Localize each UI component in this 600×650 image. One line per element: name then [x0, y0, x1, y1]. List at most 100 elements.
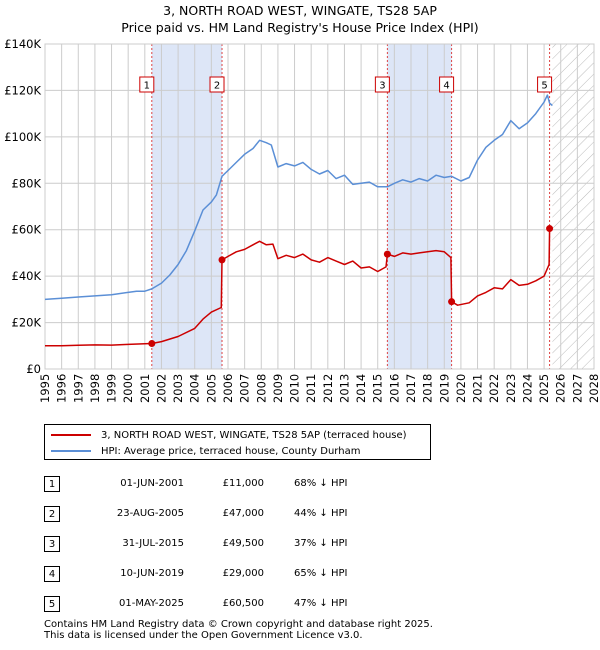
sale-row: 1 01-JUN-2001 £11,000 68% ↓ HPI [44, 475, 544, 493]
sale-row: 5 01-MAY-2025 £60,500 47% ↓ HPI [44, 595, 544, 613]
sale-hpi-diff: 44% ↓ HPI [294, 508, 348, 519]
x-tick-label: 2016 [387, 374, 401, 403]
y-tick-label: £0 [26, 362, 41, 376]
shaded-range [151, 44, 223, 369]
sale-number: 5 [44, 596, 60, 612]
sale-label-number: 4 [443, 81, 449, 92]
sale-label-number: 5 [541, 81, 547, 92]
x-tick-label: 2006 [221, 374, 235, 403]
x-tick-label: 2011 [304, 374, 318, 403]
sale-label-frame [139, 76, 155, 93]
x-tick-label: 1997 [71, 374, 85, 403]
sale-number: 4 [44, 566, 60, 582]
x-tick-label: 2005 [204, 374, 218, 403]
legend-label-property: 3, NORTH ROAD WEST, WINGATE, TS28 5AP (t… [101, 429, 407, 441]
sale-row: 4 10-JUN-2019 £29,000 65% ↓ HPI [44, 565, 544, 583]
sale-row: 3 31-JUL-2015 £49,500 37% ↓ HPI [44, 535, 544, 553]
x-tick-label: 2026 [554, 374, 568, 403]
x-tick-label: 2012 [321, 374, 335, 403]
legend-line-property [51, 434, 91, 436]
sale-price: £49,500 [222, 538, 264, 549]
hpi-line [44, 94, 553, 301]
sale-hpi-diff: 37% ↓ HPI [294, 538, 348, 549]
sale-number: 3 [44, 536, 60, 552]
legend-item-hpi: HPI: Average price, terraced house, Coun… [51, 444, 360, 458]
plot-area [45, 44, 594, 369]
sale-label-number: 1 [144, 81, 150, 92]
sale-point [383, 250, 391, 258]
sale-point [448, 298, 456, 306]
x-tick-label: 2009 [271, 374, 285, 403]
sale-label-frame [209, 76, 225, 93]
x-tick-label: 1995 [38, 374, 52, 403]
x-tick-label: 2017 [404, 374, 418, 403]
x-tick-label: 2002 [154, 374, 168, 403]
sale-label-frame [439, 76, 455, 93]
y-tick-label: £40K [12, 269, 42, 283]
shaded-range [387, 44, 452, 369]
y-tick-label: £80K [12, 176, 42, 190]
sale-label-box: 5 [537, 76, 553, 93]
legend-item-property: 3, NORTH ROAD WEST, WINGATE, TS28 5AP (t… [51, 428, 407, 442]
x-tick-label: 2014 [354, 374, 368, 403]
x-tick-label: 2027 [570, 374, 584, 403]
sale-label-frame [374, 76, 390, 93]
property-line [45, 227, 553, 347]
x-tick-label: 2015 [371, 374, 385, 403]
title-line-1: 3, NORTH ROAD WEST, WINGATE, TS28 5AP [163, 3, 437, 18]
x-tick-label: 2000 [121, 374, 135, 403]
footer-licence: This data is licensed under the Open Gov… [44, 630, 363, 641]
sale-date: 01-MAY-2025 [118, 598, 184, 609]
title-line-2: Price paid vs. HM Land Registry's House … [121, 20, 479, 35]
y-tick-label: £60K [12, 223, 42, 237]
y-tick-label: £140K [4, 37, 41, 51]
x-tick-label: 2025 [537, 374, 551, 403]
y-tick-label: £20K [12, 316, 42, 330]
x-tick-label: 2020 [454, 374, 468, 403]
sale-price: £11,000 [222, 478, 264, 489]
x-tick-label: 2023 [504, 374, 518, 403]
sale-date: 31-JUL-2015 [122, 538, 184, 549]
sale-hpi-diff: 68% ↓ HPI [294, 478, 348, 489]
x-tick-label: 2013 [337, 374, 351, 403]
y-tick-label: £100K [4, 130, 41, 144]
sale-date: 01-JUN-2001 [120, 478, 184, 489]
sale-date: 10-JUN-2019 [120, 568, 184, 579]
sale-point [546, 225, 554, 233]
sale-number: 1 [44, 476, 60, 492]
x-tick-label: 2008 [254, 374, 268, 403]
x-tick-label: 2003 [171, 374, 185, 403]
x-tick-label: 2024 [520, 374, 534, 403]
sale-price: £47,000 [222, 508, 264, 519]
x-tick-label: 2028 [587, 374, 600, 403]
forecast-hatch [552, 44, 594, 369]
sale-row: 2 23-AUG-2005 £47,000 44% ↓ HPI [44, 505, 544, 523]
sale-price: £60,500 [222, 598, 264, 609]
x-tick-label: 2007 [238, 374, 252, 403]
x-tick-label: 1996 [55, 374, 69, 403]
sale-label-number: 2 [214, 81, 220, 92]
x-tick-label: 2021 [471, 374, 485, 403]
legend: 3, NORTH ROAD WEST, WINGATE, TS28 5AP (t… [44, 424, 431, 460]
footer-copyright: Contains HM Land Registry data © Crown c… [44, 619, 433, 630]
x-tick-label: 2022 [487, 374, 501, 403]
sale-hpi-diff: 47% ↓ HPI [294, 598, 348, 609]
sale-number: 2 [44, 506, 60, 522]
price-chart: 1 2 3 4 5 £0 £20K £40K £60K £80K £100K £120K £140K 19… [4, 37, 600, 403]
x-tick-label: 2010 [288, 374, 302, 403]
legend-line-hpi [51, 450, 91, 452]
sale-price: £29,000 [222, 568, 264, 579]
plot-frame [44, 43, 595, 370]
sale-hpi-diff: 65% ↓ HPI [294, 568, 348, 579]
x-tick-label: 2018 [421, 374, 435, 403]
sale-label-box: 1 [139, 76, 155, 93]
x-tick-label: 2004 [188, 374, 202, 403]
sale-label-frame [537, 76, 553, 93]
legend-label-hpi: HPI: Average price, terraced house, Coun… [101, 445, 361, 457]
sale-date: 23-AUG-2005 [116, 508, 184, 519]
x-tick-label: 1998 [88, 374, 102, 403]
x-tick-label: 2001 [138, 374, 152, 403]
x-tick-label: 1999 [105, 374, 119, 403]
footer: Contains HM Land Registry data © Crown c… [44, 619, 433, 641]
chart-title: 3, NORTH ROAD WEST, WINGATE, TS28 5AP Pr… [0, 2, 600, 36]
